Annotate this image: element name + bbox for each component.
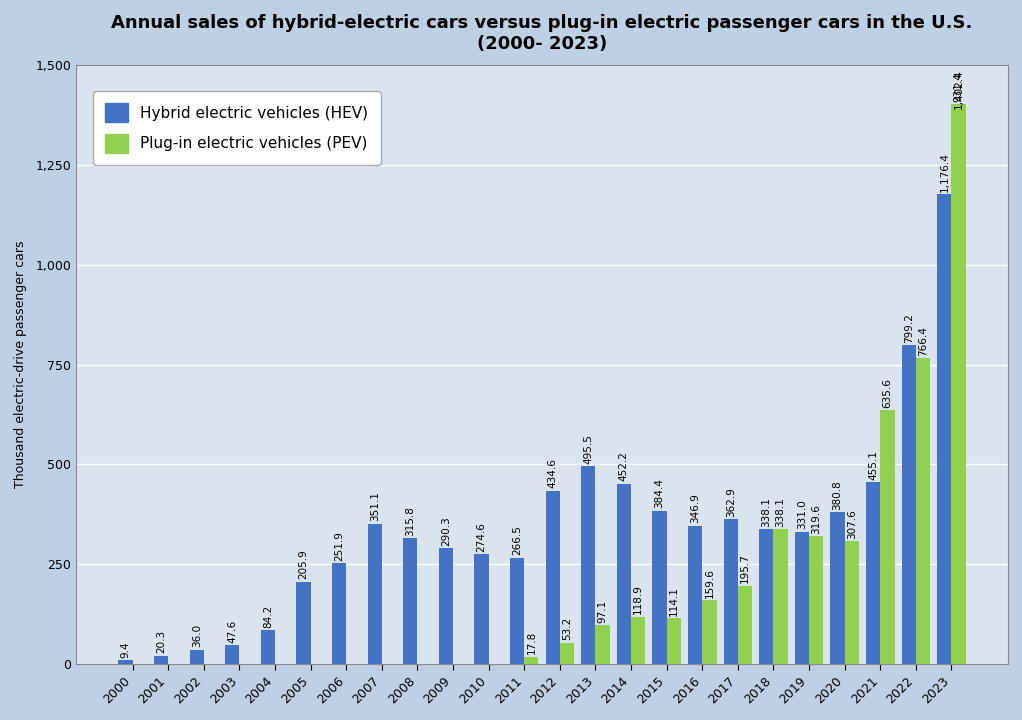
Bar — [738, 586, 752, 664]
Text: 331.0: 331.0 — [797, 500, 807, 529]
Text: 251.9: 251.9 — [334, 531, 344, 561]
Text: 338.1: 338.1 — [776, 497, 786, 526]
Bar — [880, 410, 894, 664]
Text: 205.9: 205.9 — [298, 549, 309, 580]
Bar — [296, 582, 311, 664]
Bar — [261, 631, 275, 664]
Bar — [702, 600, 716, 664]
Text: 84.2: 84.2 — [263, 605, 273, 628]
Text: 338.1: 338.1 — [761, 497, 772, 526]
Text: 495.5: 495.5 — [584, 434, 594, 464]
Text: 434.6: 434.6 — [548, 458, 558, 488]
Bar — [225, 645, 239, 664]
Text: 195.7: 195.7 — [740, 554, 750, 583]
Bar — [189, 649, 203, 664]
Bar — [154, 656, 169, 664]
Text: 384.4: 384.4 — [654, 478, 664, 508]
Text: 766.4: 766.4 — [918, 326, 928, 356]
Bar — [617, 484, 631, 664]
Text: 53.2: 53.2 — [562, 617, 572, 640]
Text: 20.3: 20.3 — [156, 630, 166, 654]
Text: 97.1: 97.1 — [598, 600, 607, 623]
Bar — [688, 526, 702, 664]
Bar — [560, 643, 574, 664]
Bar — [759, 529, 774, 664]
Bar — [916, 358, 930, 664]
Y-axis label: Thousand electric-drive passenger cars: Thousand electric-drive passenger cars — [14, 241, 27, 488]
Text: 266.5: 266.5 — [512, 526, 522, 555]
Text: 315.8: 315.8 — [406, 505, 415, 536]
Text: 319.6: 319.6 — [811, 504, 822, 534]
Text: 36.0: 36.0 — [192, 624, 201, 647]
Text: 351.1: 351.1 — [370, 492, 380, 521]
Text: 118.9: 118.9 — [634, 584, 643, 614]
Bar — [510, 557, 524, 664]
Bar — [524, 657, 539, 664]
Bar — [724, 519, 738, 664]
Text: 47.6: 47.6 — [227, 619, 237, 642]
Bar — [666, 618, 681, 664]
Bar — [652, 510, 666, 664]
Bar — [866, 482, 880, 664]
Text: 17.8: 17.8 — [526, 631, 537, 654]
Bar — [403, 538, 417, 664]
Bar — [631, 616, 645, 664]
Text: 114.1: 114.1 — [668, 586, 679, 616]
Bar — [438, 548, 453, 664]
Legend: Hybrid electric vehicles (HEV), Plug-in electric vehicles (PEV): Hybrid electric vehicles (HEV), Plug-in … — [93, 91, 380, 165]
Bar — [844, 541, 858, 664]
Bar — [901, 345, 916, 664]
Bar — [546, 490, 560, 664]
Bar — [831, 512, 844, 664]
Text: 307.6: 307.6 — [847, 509, 856, 539]
Text: 362.9: 362.9 — [726, 487, 736, 517]
Bar — [119, 660, 133, 664]
Bar — [795, 532, 809, 664]
Bar — [809, 536, 824, 664]
Text: 455.1: 455.1 — [868, 450, 878, 480]
Bar — [774, 529, 788, 664]
Text: 1,402.4: 1,402.4 — [954, 69, 964, 109]
Bar — [332, 564, 346, 664]
Text: 274.6: 274.6 — [476, 522, 486, 552]
Bar — [368, 524, 382, 664]
Text: 799.2: 799.2 — [903, 312, 914, 343]
Text: 452.2: 452.2 — [619, 451, 629, 481]
Title: Annual sales of hybrid-electric cars versus plug-in electric passenger cars in t: Annual sales of hybrid-electric cars ver… — [111, 14, 973, 53]
Bar — [474, 554, 489, 664]
Text: 290.3: 290.3 — [440, 516, 451, 546]
Text: 931.4: 931.4 — [954, 72, 964, 102]
Bar — [596, 625, 610, 664]
Bar — [582, 467, 596, 664]
Text: 1,176.4: 1,176.4 — [939, 152, 949, 192]
Text: 159.6: 159.6 — [704, 568, 714, 598]
Bar — [937, 194, 951, 664]
Text: 380.8: 380.8 — [833, 480, 842, 510]
Text: 346.9: 346.9 — [690, 493, 700, 523]
Text: 9.4: 9.4 — [121, 642, 131, 658]
Text: 635.6: 635.6 — [882, 378, 892, 408]
Bar — [951, 104, 966, 664]
